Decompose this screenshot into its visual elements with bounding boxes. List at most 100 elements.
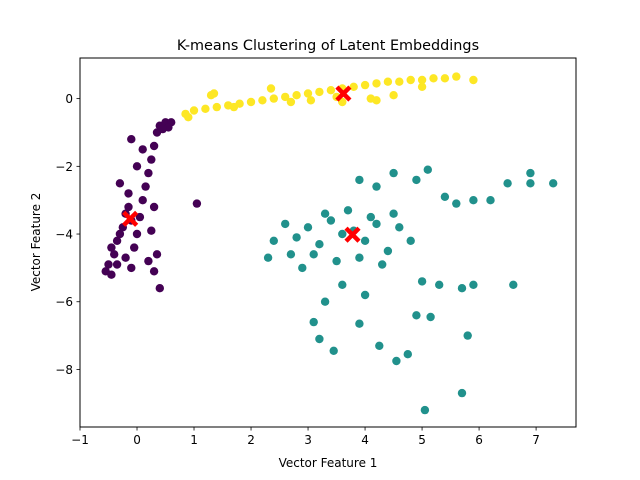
scatter-point-cluster-2	[420, 405, 430, 415]
scatter-point-cluster-3	[429, 74, 438, 83]
scatter-point-cluster-2	[392, 356, 401, 366]
scatter-point-cluster-3	[372, 96, 381, 105]
scatter-point-cluster-2	[281, 219, 290, 229]
scatter-point-cluster-1	[124, 202, 133, 212]
scatter-point-cluster-3	[201, 104, 210, 114]
x-axis-label: Vector Feature 1	[279, 456, 378, 470]
centroid-marker	[122, 210, 139, 227]
scatter-point-cluster-1	[144, 168, 153, 178]
centroid-markers	[122, 85, 361, 243]
scatter-point-cluster-2	[389, 168, 398, 178]
x-axis-ticks: −1 0 1 2 3 4 5 6 7	[71, 427, 540, 447]
scatter-point-cluster-1	[115, 179, 125, 188]
scatter-point-cluster-3	[306, 96, 316, 105]
scatter-point-cluster-2	[378, 260, 387, 269]
scatter-point-cluster-3	[286, 97, 296, 107]
scatter-point-cluster-2	[372, 219, 381, 229]
scatter-point-cluster-2	[338, 229, 347, 239]
scatter-point-cluster-2	[309, 250, 318, 259]
scatter-point-cluster-3	[389, 91, 398, 100]
y-axis-label: Vector Feature 2	[29, 193, 43, 292]
scatter-point-cluster-3	[258, 96, 267, 105]
scatter-point-cluster-3	[269, 94, 278, 103]
scatter-point-cluster-2	[343, 206, 353, 215]
scatter-point-cluster-3	[246, 97, 256, 107]
scatter-point-cluster-2	[303, 223, 313, 232]
scatter-point-cluster-1	[149, 267, 159, 276]
x-tick-label: 3	[304, 433, 312, 447]
scatter-point-cluster-2	[320, 297, 330, 306]
scatter-point-cluster-2	[326, 216, 336, 225]
scatter-point-cluster-1	[138, 196, 147, 205]
scatter-point-cluster-2	[412, 175, 421, 185]
x-tick-label: 7	[532, 433, 540, 447]
scatter-point-cluster-2	[423, 165, 432, 174]
scatter-point-cluster-3	[349, 82, 358, 92]
scatter-point-cluster-2	[417, 277, 427, 286]
scatter-point-cluster-3	[360, 80, 370, 90]
centroid-marker	[344, 226, 361, 243]
scatter-point-cluster-2	[486, 196, 495, 205]
scatter-point-cluster-2	[457, 284, 467, 293]
x-tick-label: −1	[71, 433, 89, 447]
scatter-point-cluster-2	[406, 236, 415, 245]
scatter-point-cluster-1	[141, 182, 150, 191]
scatter-point-cluster-1	[124, 189, 133, 198]
scatter-point-cluster-3	[212, 102, 221, 112]
scatter-point-cluster-2	[395, 223, 404, 232]
scatter-point-cluster-3	[209, 89, 219, 98]
scatter-point-cluster-1	[107, 270, 116, 279]
scatter-point-cluster-2	[389, 209, 398, 218]
scatter-point-cluster-1	[158, 124, 167, 134]
scatter-point-cluster-2	[452, 199, 461, 208]
scatter-point-cluster-1	[110, 250, 119, 259]
scatter-point-cluster-2	[286, 250, 296, 259]
chart-title: K-means Clustering of Latent Embeddings	[177, 38, 479, 54]
scatter-point-cluster-2	[457, 388, 467, 398]
scatter-point-cluster-1	[138, 145, 147, 154]
scatter-point-cluster-3	[184, 113, 193, 122]
scatter-point-cluster-1	[112, 260, 122, 269]
scatter-point-cluster-2	[426, 312, 435, 322]
scatter-point-cluster-2	[355, 253, 364, 262]
scatter-point-cluster-1	[147, 155, 156, 164]
scatter-point-cluster-2	[329, 346, 338, 355]
scatter-point-cluster-1	[144, 256, 153, 266]
scatter-point-cluster-2	[338, 280, 347, 289]
scatter-point-cluster-2	[412, 311, 421, 320]
scatter-point-cluster-1	[192, 199, 202, 208]
scatter-point-cluster-2	[315, 334, 324, 344]
plot-frame	[79, 57, 577, 428]
scatter-point-cluster-2	[375, 341, 384, 350]
scatter-point-cluster-1	[149, 202, 159, 212]
scatter-point-cluster-3	[469, 75, 478, 85]
scatter-point-cluster-2	[440, 192, 450, 201]
scatter-point-cluster-1	[107, 243, 116, 252]
scatter-point-cluster-2	[372, 182, 381, 191]
scatter-point-cluster-1	[127, 263, 136, 273]
scatter-point-cluster-1	[132, 162, 142, 171]
scatter-point-cluster-3	[189, 106, 199, 115]
x-tick-label: 0	[133, 433, 141, 447]
scatter-point-cluster-3	[281, 92, 290, 102]
scatter-point-cluster-3	[303, 89, 313, 98]
scatter-point-cluster-3	[417, 75, 427, 85]
scatter-point-cluster-2	[360, 290, 370, 300]
scatter-point-cluster-3	[315, 87, 324, 97]
x-tick-label: 4	[361, 433, 369, 447]
scatter-point-cluster-1	[121, 253, 130, 262]
scatter-point-cluster-2	[383, 246, 393, 256]
scatter-point-cluster-1	[112, 236, 122, 245]
scatter-point-cluster-2	[332, 256, 341, 266]
scatter-point-cluster-2	[469, 196, 478, 205]
scatter-point-cluster-3	[406, 75, 415, 85]
scatter-point-cluster-2	[366, 212, 375, 222]
scatter-point-cluster-3	[440, 74, 450, 83]
x-tick-label: 1	[190, 433, 198, 447]
scatter-point-cluster-3	[417, 82, 427, 92]
x-tick-label: 5	[418, 433, 426, 447]
scatter-point-cluster-1	[104, 260, 113, 269]
scatter-point-cluster-2	[355, 319, 364, 328]
scatter-point-cluster-3	[383, 77, 393, 86]
scatter-point-cluster-1	[152, 250, 162, 259]
